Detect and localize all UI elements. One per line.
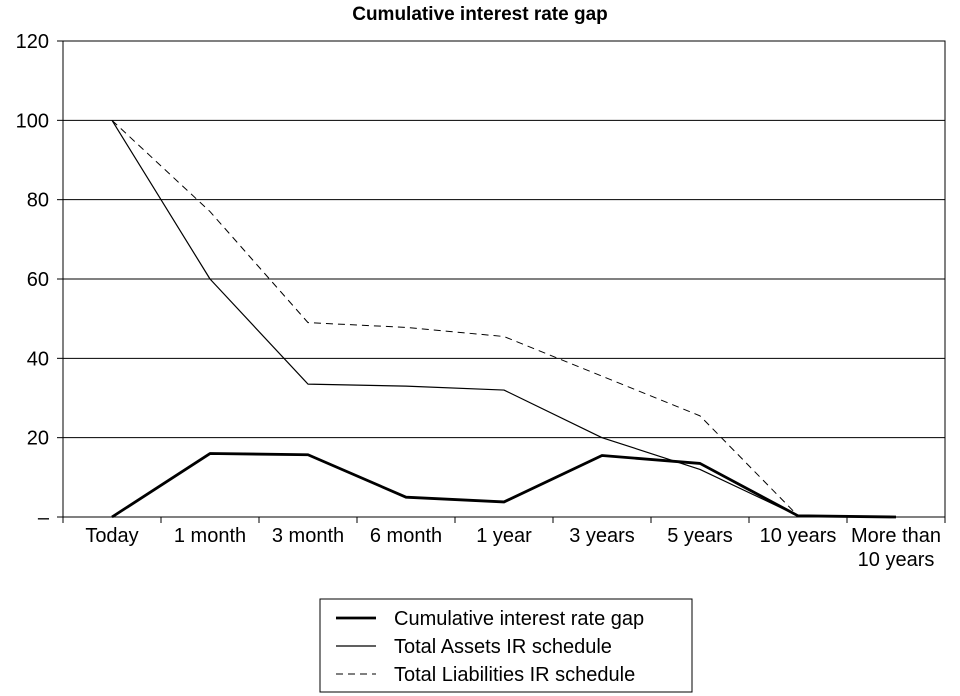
y-tick-label: – bbox=[38, 507, 50, 529]
series-line-3 bbox=[111, 119, 897, 518]
x-tick-label: 10 years bbox=[760, 525, 837, 547]
axes bbox=[57, 40, 946, 523]
x-tick-label: 3 month bbox=[272, 525, 344, 547]
series-line-2 bbox=[111, 120, 897, 518]
y-tick-label: 20 bbox=[27, 428, 49, 450]
legend-label: Cumulative interest rate gap bbox=[394, 608, 644, 630]
legend-label: Total Assets IR schedule bbox=[394, 636, 612, 658]
y-tick-label: 100 bbox=[16, 110, 49, 132]
y-tick-label: 80 bbox=[27, 190, 49, 212]
y-tick-label: 40 bbox=[27, 348, 49, 370]
x-tick-label: 6 month bbox=[370, 525, 442, 547]
y-tick-labels: – 20 40 60 80 100 120 bbox=[16, 31, 50, 529]
chart-title: Cumulative interest rate gap bbox=[352, 4, 608, 25]
legend-label: Total Liabilities IR schedule bbox=[394, 664, 635, 686]
y-tick-label: 120 bbox=[16, 31, 49, 53]
y-tick-label: 60 bbox=[27, 269, 49, 291]
x-tick-label: 1 year bbox=[476, 525, 532, 547]
x-tick-label: 5 years bbox=[667, 525, 733, 547]
legend: Cumulative interest rate gap Total Assets… bbox=[319, 598, 693, 693]
legend-box bbox=[319, 598, 693, 693]
series-line-1 bbox=[111, 452, 897, 519]
plot-frame bbox=[62, 40, 946, 518]
x-tick-label: More than 10 years bbox=[851, 525, 941, 571]
x-tick-labels: Today 1 month 3 month 6 month 1 year 3 years 5… bbox=[85, 525, 941, 571]
x-tick-label: 1 month bbox=[174, 525, 246, 547]
series-lines bbox=[111, 119, 897, 519]
grid-lines bbox=[63, 40, 945, 439]
x-tick-label: Today bbox=[85, 525, 138, 547]
x-tick-label: 3 years bbox=[569, 525, 635, 547]
